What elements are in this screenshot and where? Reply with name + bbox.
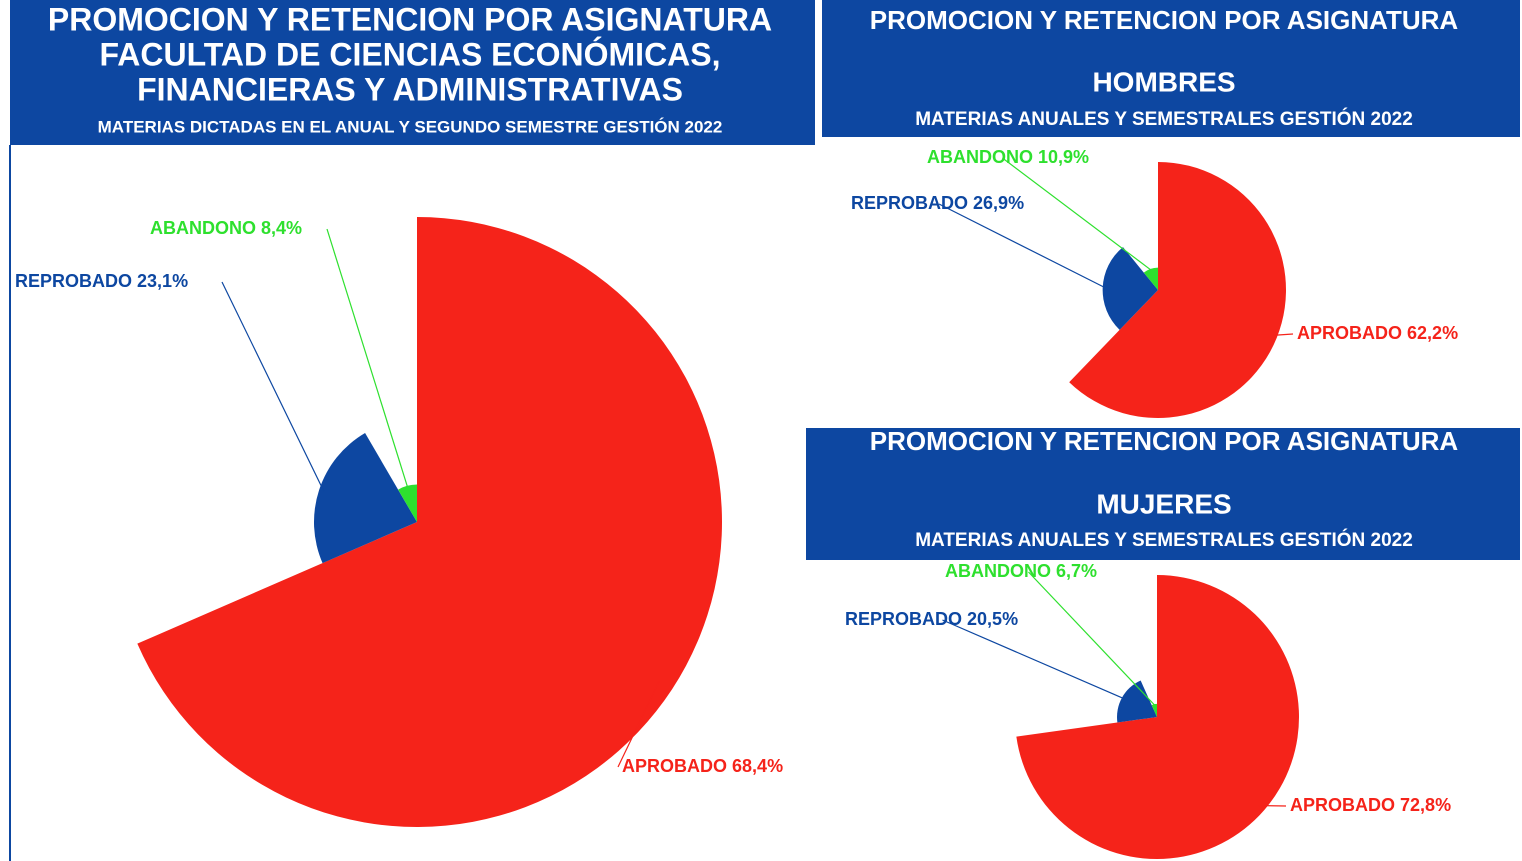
slice-category: APROBADO — [622, 756, 727, 776]
slice-category: REPROBADO — [851, 193, 968, 213]
leader-line — [938, 203, 1106, 289]
slice-value: 62,2% — [1407, 323, 1458, 343]
chart-title: FACULTAD DE CIENCIAS ECONÓMICAS, — [99, 36, 720, 72]
pie-slice — [1016, 575, 1299, 859]
slice-label: ABANDONO 8,4% — [150, 218, 302, 238]
pie-slice — [1117, 680, 1157, 723]
slice-value: 23,1% — [137, 271, 188, 291]
leader-line — [617, 680, 660, 768]
slice-category: APROBADO — [1290, 795, 1395, 815]
leader-line — [1002, 157, 1152, 271]
slice-value: 20,5% — [967, 609, 1018, 629]
pie-slice — [1151, 703, 1157, 717]
slice-category: APROBADO — [1297, 323, 1402, 343]
chart-title: PROMOCION Y RETENCION POR ASIGNATURA — [48, 1, 772, 37]
chart-subtitle: MATERIAS ANUALES Y SEMESTRALES GESTIÓN 2… — [915, 108, 1413, 130]
slice-label: APROBADO 72,8% — [1290, 795, 1451, 815]
slice-value: 8,4% — [261, 218, 302, 238]
chart-subtitle: MATERIAS ANUALES Y SEMESTRALES GESTIÓN 2… — [915, 529, 1413, 551]
slice-value: 26,9% — [973, 193, 1024, 213]
pie-slice — [313, 433, 417, 564]
leader-line — [221, 281, 325, 492]
leader-line — [326, 228, 409, 488]
slice-label: APROBADO 68,4% — [622, 756, 783, 776]
header-box — [10, 0, 815, 145]
chart-title: MUJERES — [1096, 488, 1231, 519]
slice-label: REPROBADO 23,1% — [15, 271, 188, 291]
pie-slice — [1069, 162, 1286, 418]
chart-title: PROMOCION Y RETENCION POR ASIGNATURA — [870, 5, 1459, 35]
slice-category: ABANDONO — [927, 147, 1033, 167]
slice-label: ABANDONO 10,9% — [927, 147, 1089, 167]
slice-label: APROBADO 62,2% — [1297, 323, 1458, 343]
slice-label: REPROBADO 26,9% — [851, 193, 1024, 213]
chart-title: HOMBRES — [1092, 66, 1235, 97]
slice-category: REPROBADO — [15, 271, 132, 291]
slice-category: ABANDONO — [945, 561, 1051, 581]
chart-subtitle: MATERIAS DICTADAS EN EL ANUAL Y SEGUNDO … — [98, 117, 723, 136]
pie-slice — [398, 484, 417, 522]
header-box — [806, 428, 1520, 560]
leader-line — [1028, 571, 1155, 706]
slice-category: ABANDONO — [150, 218, 256, 238]
chart-title: FINANCIERAS Y ADMINISTRATIVAS — [137, 71, 683, 107]
slice-category: REPROBADO — [845, 609, 962, 629]
leader-line — [942, 619, 1125, 700]
chart-title: PROMOCION Y RETENCION POR ASIGNATURA — [870, 426, 1459, 456]
slice-value: 72,8% — [1400, 795, 1451, 815]
leader-line — [1270, 333, 1294, 337]
pie-slice — [137, 217, 722, 827]
slice-label: REPROBADO 20,5% — [845, 609, 1018, 629]
slice-value: 68,4% — [732, 756, 783, 776]
slice-value: 10,9% — [1038, 147, 1089, 167]
header-box — [822, 0, 1520, 137]
slice-value: 6,7% — [1056, 561, 1097, 581]
pie-slice — [1102, 247, 1158, 330]
slice-label: ABANDONO 6,7% — [945, 561, 1097, 581]
pie-slice — [1143, 267, 1158, 290]
